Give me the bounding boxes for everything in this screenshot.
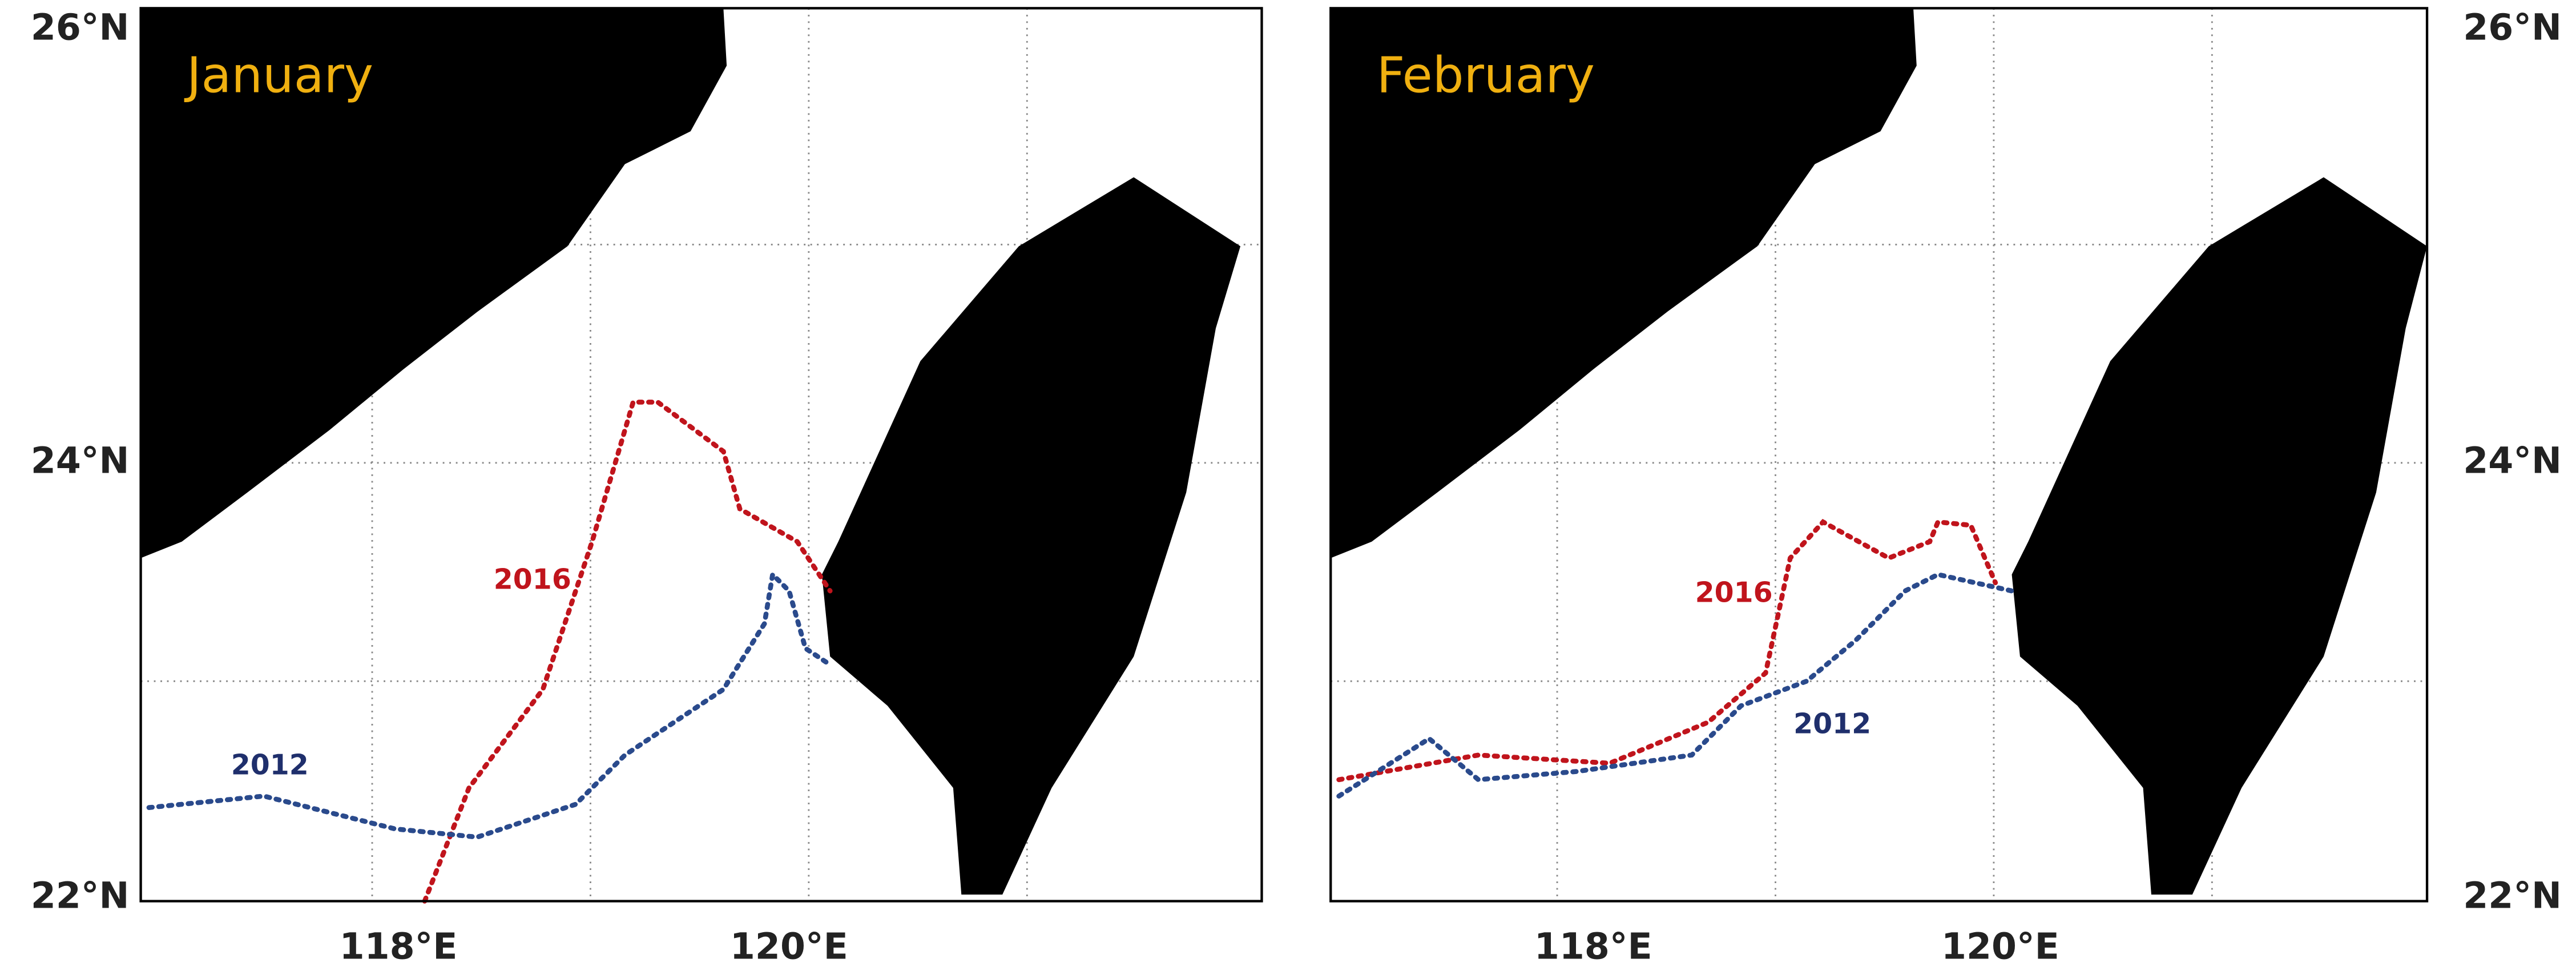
mainland bbox=[1331, 8, 1917, 558]
lat-label: 24°N bbox=[2463, 439, 2562, 481]
taiwan bbox=[2011, 177, 2428, 895]
contour-label: 2012 bbox=[231, 748, 309, 781]
lon-label: 118°E bbox=[340, 925, 458, 968]
frame bbox=[139, 7, 1263, 903]
panel-january: January 2016 2012 26°N 24°N 22°N 118°E 1… bbox=[31, 6, 1263, 968]
lat-label: 26°N bbox=[2463, 6, 2562, 48]
lon-label: 120°E bbox=[730, 925, 848, 968]
contour-2016 bbox=[1336, 518, 1998, 783]
taiwan bbox=[821, 177, 1241, 895]
lat-label: 24°N bbox=[31, 439, 130, 481]
contour-2012 bbox=[1336, 571, 2014, 799]
frame bbox=[1329, 7, 2429, 903]
contour-label: 2016 bbox=[494, 563, 571, 595]
panel-february: February 2016 2012 26°N 24°N 22°N 118°E … bbox=[1329, 6, 2562, 968]
lat-label: 26°N bbox=[31, 6, 130, 48]
panel-title: February bbox=[1377, 47, 1595, 104]
contour-2012 bbox=[146, 569, 833, 840]
lat-label: 22°N bbox=[31, 874, 130, 916]
lat-label: 22°N bbox=[2463, 874, 2562, 916]
mainland bbox=[140, 8, 727, 558]
contour-label: 2016 bbox=[1695, 576, 1773, 609]
panel-title: January bbox=[184, 47, 373, 104]
lon-label: 120°E bbox=[1941, 925, 2059, 968]
lon-label: 118°E bbox=[1534, 925, 1652, 968]
contour-label: 2012 bbox=[1793, 707, 1871, 740]
